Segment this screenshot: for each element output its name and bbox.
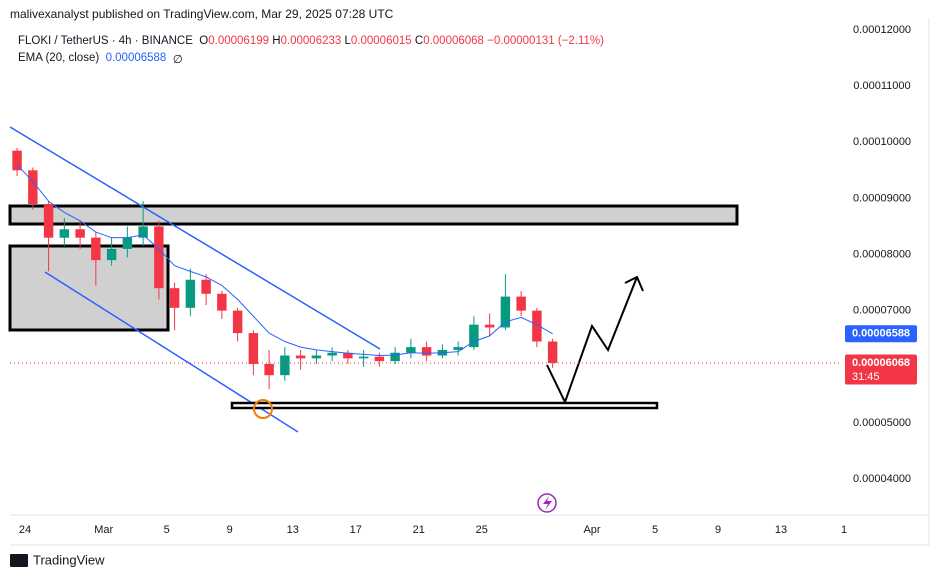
x-tick-label: 5: [164, 524, 170, 536]
x-tick-label: Mar: [94, 524, 113, 536]
candle-body: [169, 288, 180, 308]
candle-body: [122, 237, 133, 249]
candle-body: [75, 229, 85, 238]
symbol: FLOKI / TetherUS · 4h · BINANCE: [18, 35, 193, 47]
change: −0.00000131 (−2.11%): [487, 35, 604, 47]
candle-body: [217, 293, 227, 311]
candle-body: [453, 347, 463, 350]
x-tick-label: 21: [413, 524, 425, 536]
x-tick-label: 1: [841, 524, 847, 536]
support-rect: [230, 401, 659, 410]
candle-body: [516, 296, 526, 311]
footer-brand: TradingView: [33, 552, 105, 567]
projection-path: [546, 276, 638, 405]
o-value: 0.00006199: [208, 35, 270, 47]
candle-body: [154, 226, 164, 289]
candle-body: [484, 324, 495, 328]
candle-body: [500, 296, 511, 328]
y-tick-label: 0.00012000: [853, 24, 911, 36]
y-tick-label: 0.00007000: [853, 305, 911, 317]
candle-body: [264, 363, 274, 376]
h-label: H: [272, 35, 281, 47]
tv-logo: [10, 554, 28, 567]
legend-line: FLOKI / TetherUS · 4h · BINANCE O 0.00006…: [18, 35, 604, 47]
candle-body: [232, 310, 243, 334]
price-axis-bg: [842, 0, 939, 545]
price-tag-label: 0.00006588: [852, 328, 910, 340]
ema-extra: ∅: [172, 54, 183, 66]
candle-body: [374, 356, 385, 362]
candle-body: [469, 324, 479, 348]
candle-body: [327, 352, 337, 356]
event-bolt: [543, 496, 552, 510]
candle-body: [421, 347, 432, 356]
price-tag-timer: 31:45: [852, 371, 880, 383]
candle-body: [43, 203, 54, 238]
x-tick-label: 13: [287, 524, 299, 536]
price-tag: [845, 354, 917, 385]
c-label: C: [414, 35, 424, 47]
o-label: O: [199, 35, 209, 47]
x-tick-label: 5: [652, 524, 658, 536]
zone-rect: [8, 244, 170, 332]
candle-body: [12, 150, 22, 171]
x-tick-label: 17: [350, 524, 362, 536]
y-tick-label: 0.00008000: [853, 248, 911, 260]
candle-body: [358, 356, 369, 359]
y-tick-label: 0.00009000: [853, 192, 911, 204]
zone-rect: [8, 204, 739, 226]
candle-body: [248, 333, 259, 364]
candle-body: [390, 352, 400, 362]
y-tick-label: 0.00005000: [853, 417, 911, 429]
x-tick-label: 25: [476, 524, 488, 536]
candle-body: [28, 170, 38, 204]
candle-body: [343, 352, 353, 359]
y-tick-label: 0.00010000: [853, 136, 911, 148]
ema-legend: EMA (20, close) 0.00006588 ∅: [18, 52, 183, 66]
x-tick-label: 13: [775, 524, 787, 536]
publish-header: malivexanalyst published on TradingView.…: [10, 7, 394, 21]
candle-body: [185, 279, 196, 308]
h-value: 0.00006233: [280, 35, 342, 47]
candle-body: [138, 226, 148, 238]
x-tick-label: 9: [227, 524, 233, 536]
l-label: L: [344, 35, 351, 47]
ema-name: EMA (20, close): [18, 52, 100, 64]
x-tick-label: Apr: [583, 524, 600, 536]
candle-body: [547, 341, 558, 363]
candle-body: [106, 248, 117, 261]
channel-line: [9, 126, 381, 350]
y-tick-label: 0.00004000: [853, 473, 911, 485]
candle-body: [532, 310, 542, 342]
candle-body: [201, 279, 211, 294]
price-tag: [845, 325, 917, 343]
x-tick-label: 24: [19, 524, 31, 536]
candle-body: [91, 237, 101, 261]
x-tick-label: 9: [715, 524, 721, 536]
ema-value: 0.00006588: [105, 52, 167, 64]
l-value: 0.00006015: [350, 35, 412, 47]
price-tag-label: 0.00006068: [852, 357, 910, 369]
highlight-circle: [253, 399, 273, 419]
candle-body: [59, 229, 70, 238]
y-tick-label: 0.00011000: [853, 80, 910, 92]
ema-line: [16, 164, 553, 357]
candle-body: [280, 355, 290, 376]
candle-body: [406, 347, 416, 353]
arrow-head: [624, 275, 644, 292]
candle-body: [295, 355, 306, 359]
c-value: 0.00006068: [423, 35, 484, 47]
candle-body: [311, 355, 322, 359]
